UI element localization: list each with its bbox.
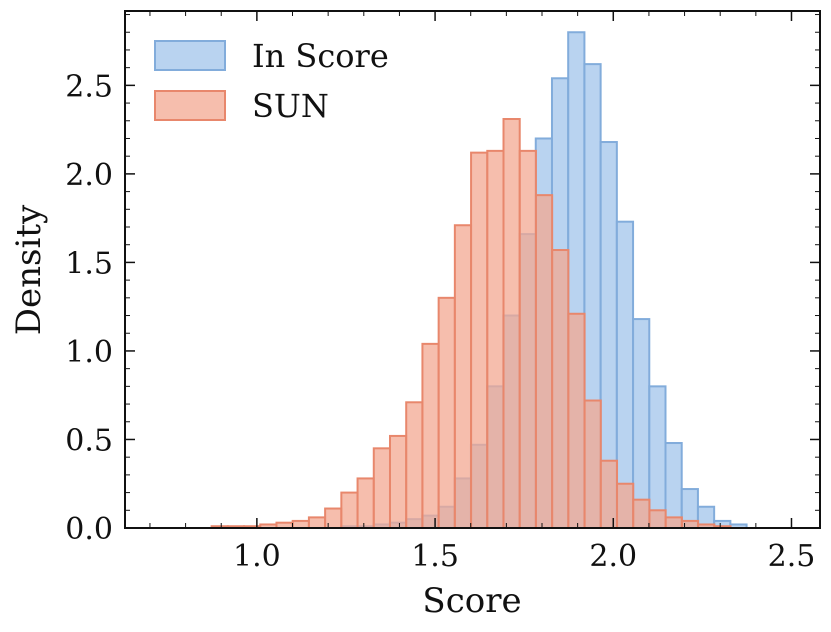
y-tick-label: 0.5 (65, 423, 113, 458)
y-tick-label: 0.0 (65, 512, 113, 547)
x-tick-label: 2.5 (768, 539, 816, 574)
bar-sun-17 (486, 149, 505, 529)
y-tick-label: 1.5 (65, 246, 113, 281)
bar-sun-22 (567, 312, 586, 529)
y-tick-label: 2.5 (65, 69, 113, 104)
bar-sun-23 (583, 399, 602, 529)
x-tick-label: 1.5 (411, 539, 459, 574)
ticks-layer (125, 11, 820, 529)
bar-sun-8 (340, 491, 359, 530)
legend-label-sun: SUN (252, 87, 329, 125)
bar-sun-20 (534, 194, 554, 529)
bar-sun-13 (421, 342, 440, 529)
bar-sun-14 (437, 296, 456, 529)
bar-in-score-23 (664, 442, 683, 529)
y-tick-label: 2.0 (65, 158, 113, 193)
bar-sun-10 (372, 447, 391, 530)
bar-sun-24 (599, 459, 619, 529)
tick-labels-layer: 1.0 1.5 2.0 2.5 0.0 0.5 1.0 1.5 2.0 2.5 (65, 69, 815, 574)
bar-sun-18 (502, 118, 521, 530)
y-axis-label: Density (9, 204, 49, 335)
legend: In Score SUN (154, 37, 389, 125)
x-tick-label: 1.0 (233, 539, 281, 574)
legend-swatch-in-score (154, 40, 226, 71)
x-axis-label: Score (422, 581, 521, 621)
plot-frame (124, 10, 821, 529)
bar-sun-9 (356, 477, 375, 529)
bar-sun-16 (470, 151, 489, 529)
legend-swatch-sun (154, 90, 226, 121)
bar-sun-21 (551, 249, 570, 529)
bar-sun-5 (291, 519, 310, 529)
bar-sun-12 (405, 401, 424, 530)
bar-sun-15 (453, 224, 473, 529)
bar-sun-25 (616, 482, 635, 529)
y-tick-label: 1.0 (65, 335, 113, 370)
bar-sun-19 (518, 149, 537, 529)
bar-sun-6 (307, 516, 327, 529)
bar-sun-26 (632, 498, 651, 530)
bar-in-score-21 (632, 318, 651, 529)
bar-in-score-20 (615, 220, 635, 530)
bar-sun-27 (648, 509, 667, 530)
bar-sun-7 (324, 507, 343, 530)
bar-sun-28 (664, 516, 683, 529)
bar-in-score-22 (648, 385, 667, 529)
x-tick-label: 2.0 (589, 539, 637, 574)
bar-sun-11 (388, 434, 408, 530)
legend-label-in-score: In Score (252, 37, 389, 75)
